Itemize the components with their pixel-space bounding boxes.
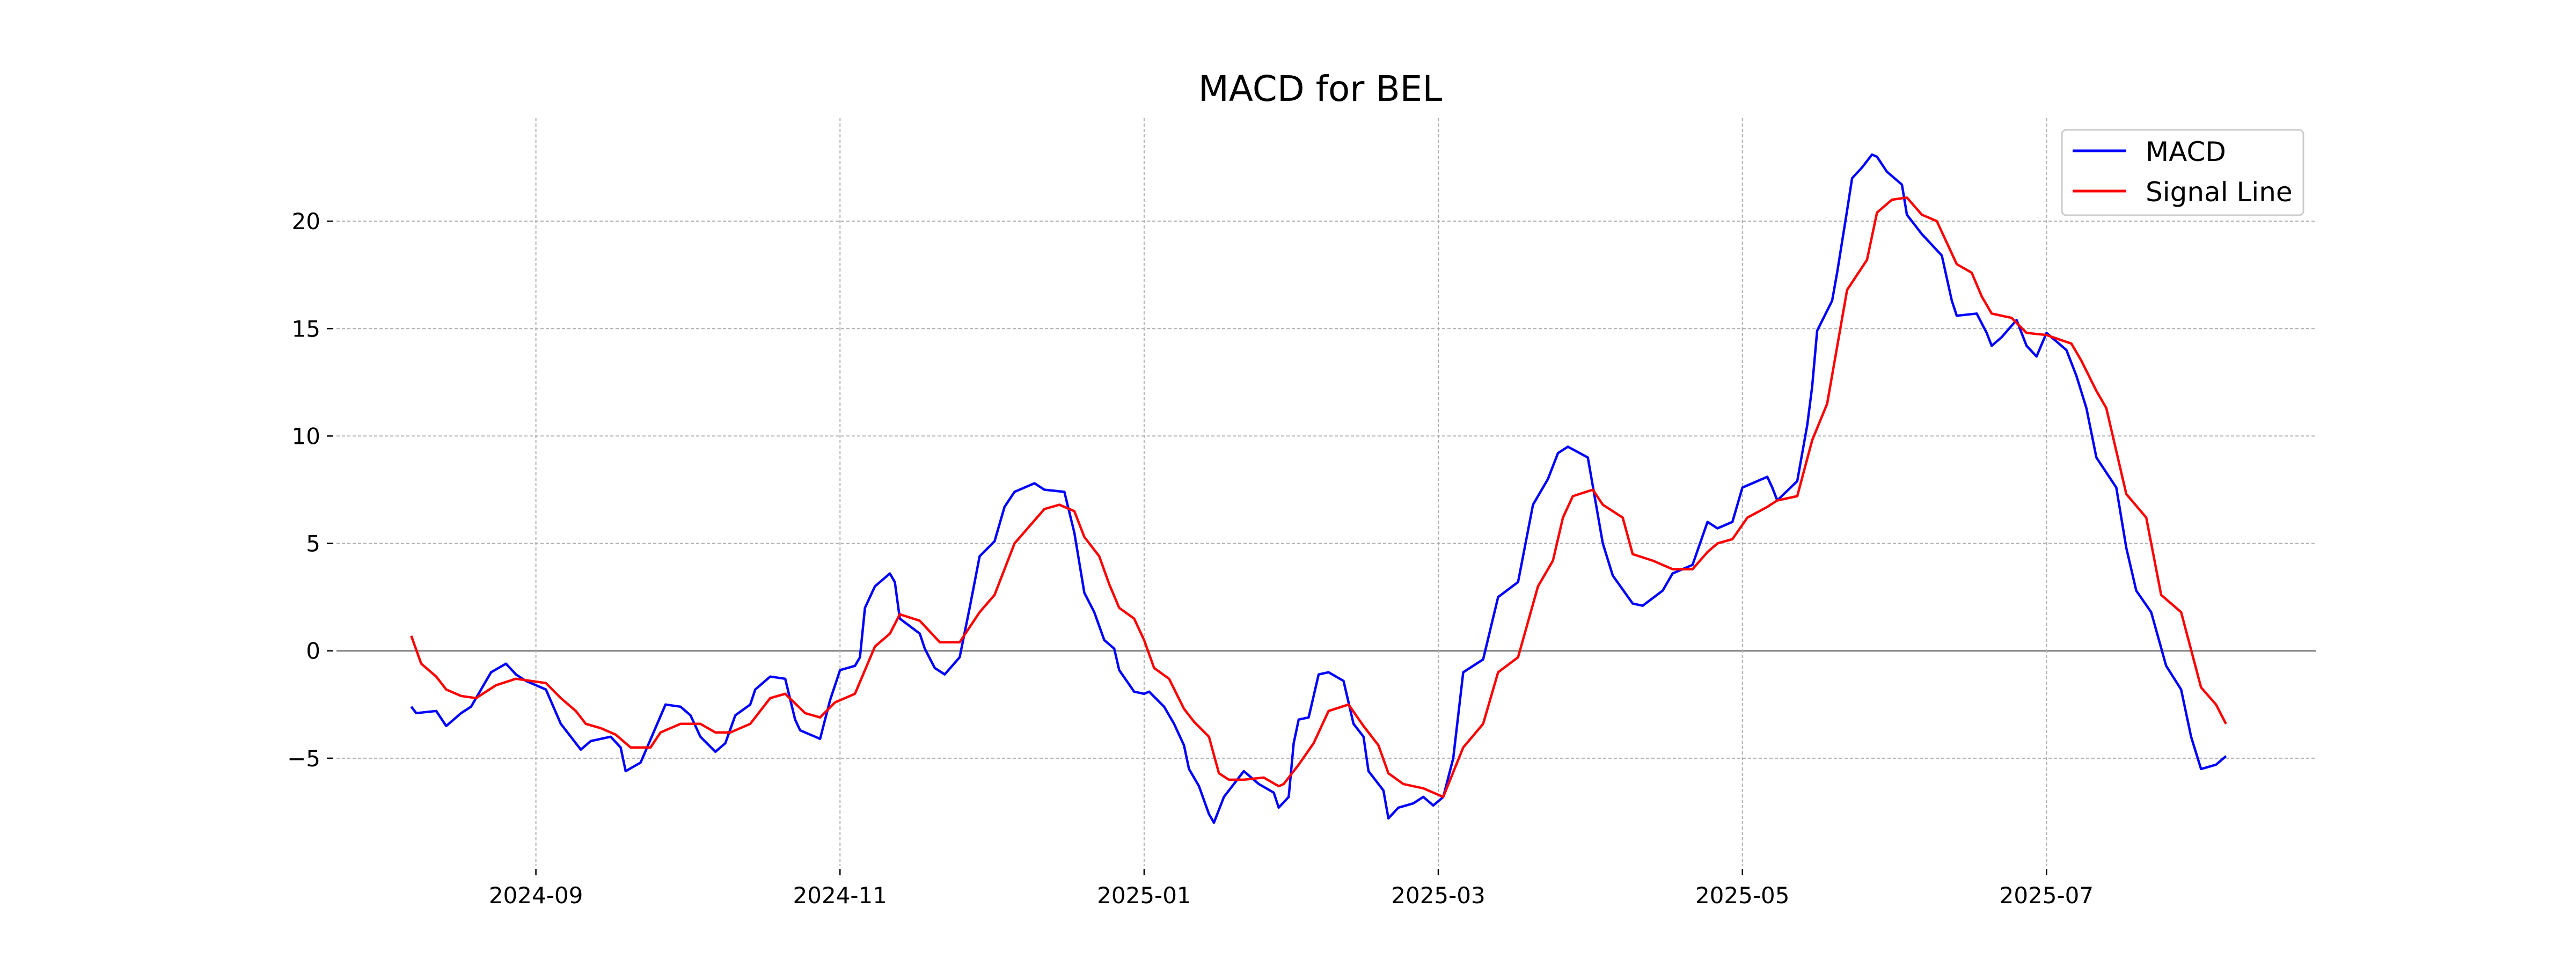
axes: −5 0 5 10 15 20 2024-09 2024-11 2025-01 2025-03 20… <box>287 208 2094 909</box>
y-tick-label: 10 <box>292 423 320 449</box>
legend-label-macd: MACD <box>2146 136 2226 167</box>
series-line-macd <box>410 153 2227 824</box>
y-tick-label: 5 <box>306 531 320 557</box>
x-tick-label: 2025-07 <box>2000 882 2094 909</box>
legend-label-signal-line: Signal Line <box>2146 177 2293 208</box>
y-tick-label: 15 <box>292 316 320 342</box>
legend: MACD Signal Line <box>2061 129 2304 216</box>
grid <box>336 118 2316 866</box>
x-tick-label: 2025-05 <box>1695 882 1790 909</box>
x-tick-label: 2024-09 <box>489 882 583 909</box>
y-tick-label: 0 <box>306 638 320 664</box>
x-tick-label: 2025-03 <box>1391 882 1485 909</box>
chart-title: MACD for BEL <box>1198 68 1443 109</box>
y-tick-label: 20 <box>292 208 320 235</box>
series-lines <box>410 153 2227 824</box>
y-tick-label: −5 <box>287 745 320 772</box>
x-tick-label: 2025-01 <box>1097 882 1191 909</box>
series-line-signal-line <box>410 196 2227 799</box>
x-tick-label: 2024-11 <box>793 882 888 909</box>
